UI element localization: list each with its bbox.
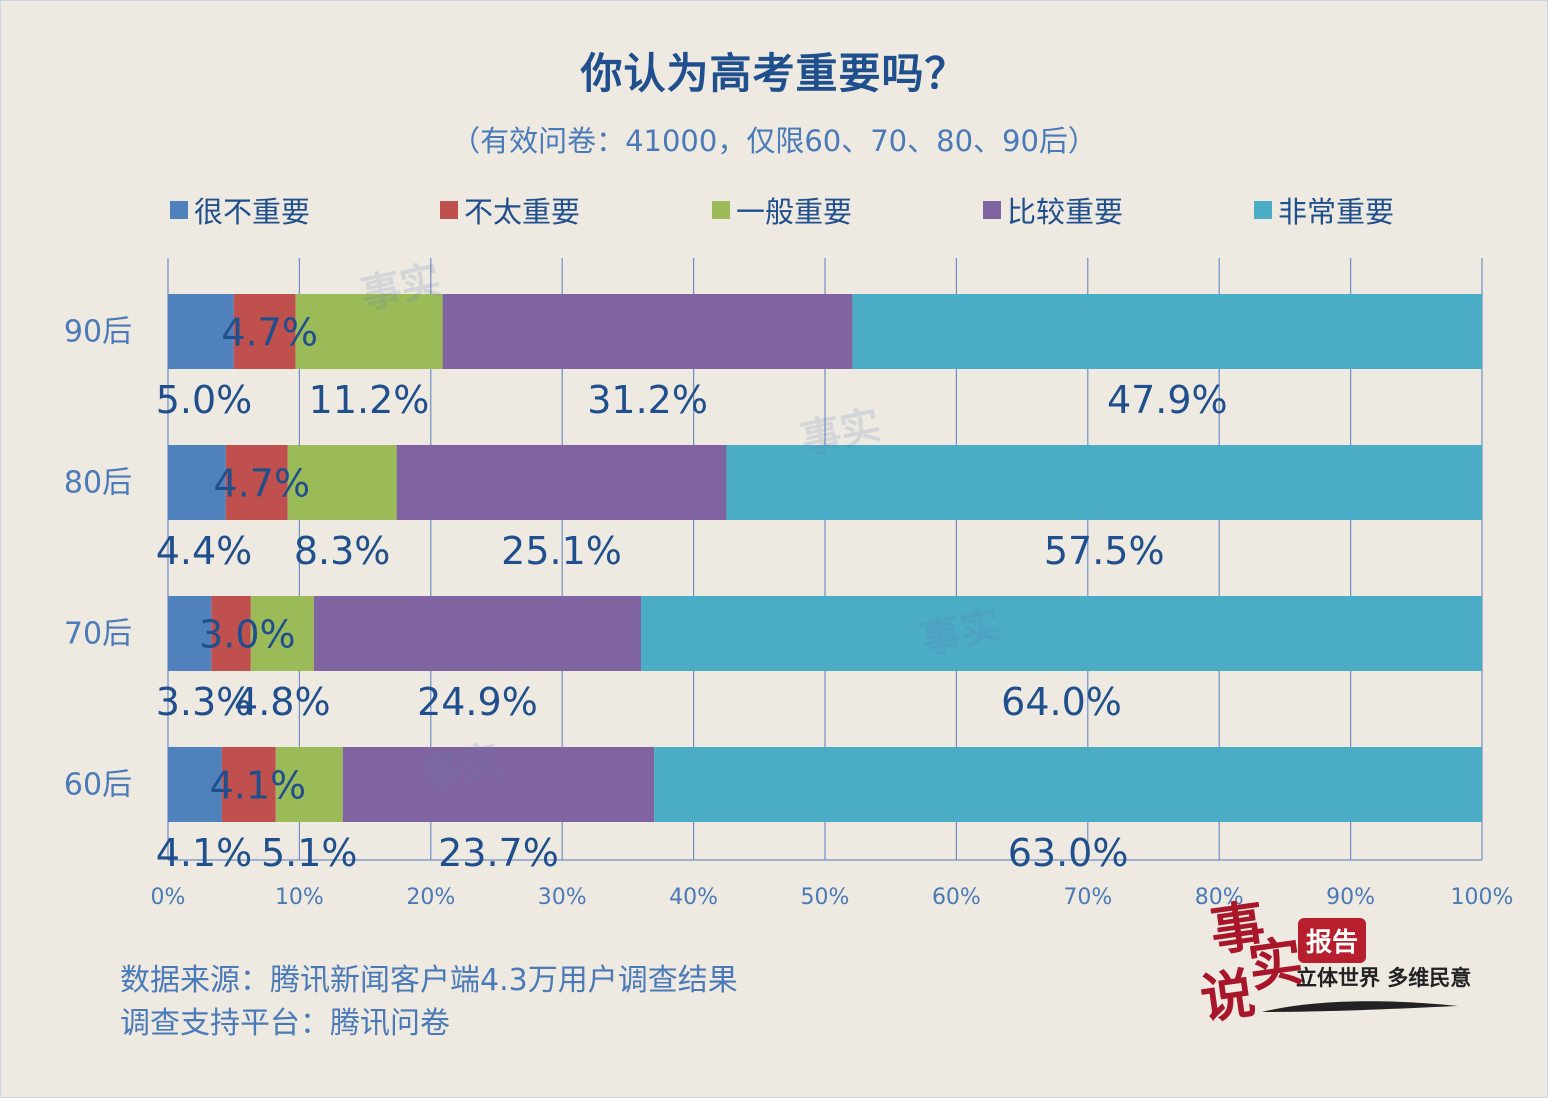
- legend-label: 比较重要: [1007, 195, 1124, 229]
- category-label: 90后: [64, 315, 132, 350]
- data-label: 57.5%: [1044, 529, 1165, 573]
- legend-swatch: [440, 201, 458, 219]
- x-tick-label: 70%: [1063, 885, 1112, 910]
- data-label: 5.1%: [261, 831, 358, 875]
- data-label: 3.3%: [156, 680, 253, 724]
- bar-segment: [225, 445, 288, 520]
- bar-segment: [313, 596, 642, 671]
- legend-item-fairly-important: 比较重要: [983, 193, 1123, 229]
- bar-segment: [654, 747, 1482, 822]
- bar-segment: [726, 445, 1482, 520]
- bar-segment: [211, 596, 251, 671]
- bar-segment: [168, 747, 222, 822]
- legend-label: 一般重要: [736, 195, 853, 229]
- bar-segment: [287, 445, 397, 520]
- x-tick-label: 80%: [1195, 885, 1244, 910]
- bar-segment: [168, 294, 234, 369]
- legend-item-not-very-important: 不太重要: [440, 193, 580, 229]
- chart-subtitle: （有效问卷：41000，仅限60、70、80、90后）: [451, 124, 1097, 158]
- legend-item-very-important: 非常重要: [1254, 193, 1394, 229]
- bar-segment: [342, 747, 655, 822]
- legend-swatch: [712, 201, 730, 219]
- category-label: 60后: [64, 768, 132, 803]
- x-tick-label: 100%: [1451, 885, 1514, 910]
- bar-segment: [168, 445, 226, 520]
- data-label: 4.7%: [221, 311, 318, 355]
- x-tick-label: 40%: [669, 885, 718, 910]
- category-label: 70后: [64, 617, 132, 652]
- data-label: 23.7%: [438, 831, 559, 875]
- x-tick-label: 10%: [275, 885, 324, 910]
- legend-swatch: [1254, 201, 1272, 219]
- bar-segment: [168, 596, 212, 671]
- bar-segment: [221, 747, 276, 822]
- logo-char: 说: [1196, 960, 1259, 1032]
- legend-swatch: [983, 201, 1001, 219]
- data-label: 11.2%: [309, 378, 430, 422]
- bar-segment: [233, 294, 296, 369]
- logo-badge: 报告: [1298, 918, 1367, 963]
- bar-segment: [275, 747, 343, 822]
- x-tick-label: 20%: [406, 885, 455, 910]
- data-label: 64.0%: [1001, 680, 1122, 724]
- data-label: 3.0%: [199, 613, 296, 657]
- data-label: 4.8%: [234, 680, 331, 724]
- legend-label: 很不重要: [194, 195, 311, 229]
- bar-segment: [641, 596, 1482, 671]
- data-label: 5.0%: [156, 378, 253, 422]
- data-label: 4.1%: [210, 764, 307, 808]
- data-label: 31.2%: [587, 378, 708, 422]
- data-label: 4.4%: [156, 529, 253, 573]
- bar-segment: [442, 294, 853, 369]
- data-label: 4.7%: [214, 462, 311, 506]
- bar-segment: [250, 596, 314, 671]
- legend-label: 不太重要: [464, 195, 581, 229]
- x-tick-label: 90%: [1326, 885, 1375, 910]
- brand-logo: 事 实 说 报告 立体世界 多维民意: [1196, 890, 1500, 1032]
- logo-slogan: 立体世界 多维民意: [1296, 965, 1472, 990]
- x-tick-label: 60%: [932, 885, 981, 910]
- legend-item-very-unimportant: 很不重要: [170, 193, 310, 229]
- data-label: 25.1%: [501, 529, 622, 573]
- x-tick-label: 30%: [538, 885, 587, 910]
- brush-stroke-icon: [1262, 1001, 1458, 1012]
- bar-segment: [396, 445, 727, 520]
- survey-platform-note: 调查支持平台：腾讯问卷: [120, 1006, 450, 1041]
- bar-segment: [852, 294, 1482, 369]
- data-source-note: 数据来源：腾讯新闻客户端4.3万用户调查结果: [120, 963, 738, 998]
- chart-title: 你认为高考重要吗？: [580, 49, 968, 98]
- legend-label: 非常重要: [1278, 195, 1395, 229]
- data-label: 8.3%: [294, 529, 391, 573]
- legend-swatch: [170, 201, 188, 219]
- legend-item-moderately-important: 一般重要: [712, 193, 852, 229]
- x-tick-label: 50%: [801, 885, 850, 910]
- data-label: 24.9%: [417, 680, 538, 724]
- data-label: 63.0%: [1008, 831, 1129, 875]
- category-label: 80后: [64, 466, 132, 501]
- bar-segment: [295, 294, 443, 369]
- data-label: 4.1%: [156, 831, 253, 875]
- data-label: 47.9%: [1107, 378, 1228, 422]
- x-tick-label: 0%: [151, 885, 186, 910]
